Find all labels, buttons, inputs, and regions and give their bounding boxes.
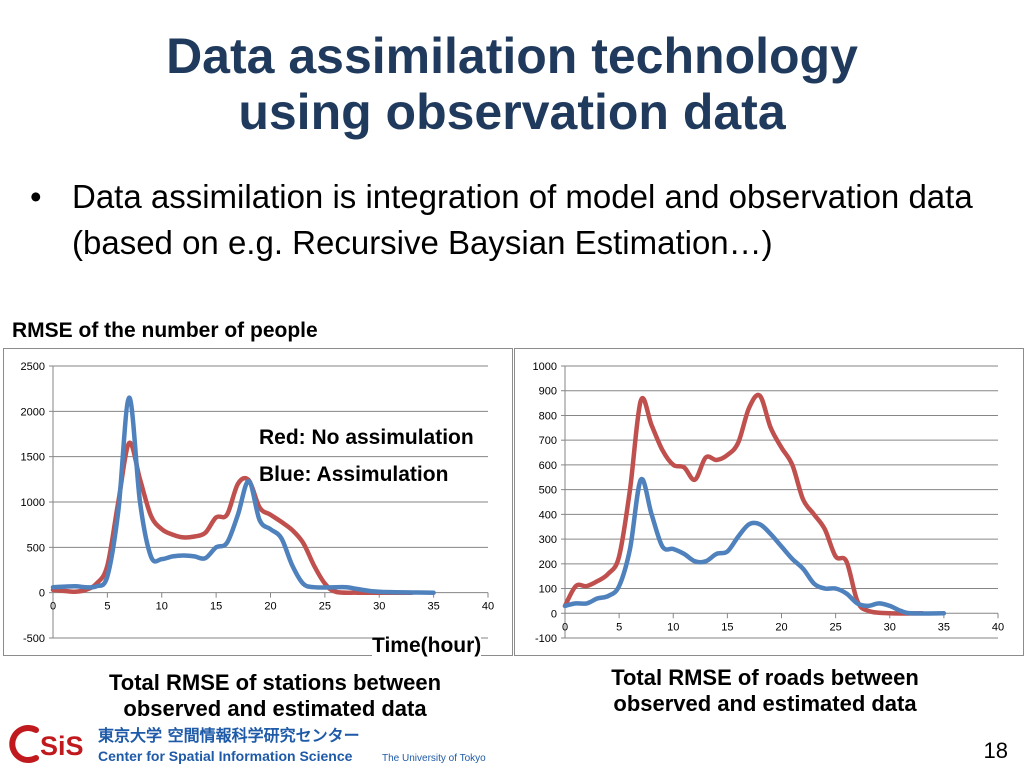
x-tick-label: 10 [156,601,168,613]
chart-stations-plot: -500 0 500 1000 1500 2000 2500 0 5 10 15 20 25 30 35 40 [21,361,495,645]
x-tick-label: 40 [482,601,494,613]
y-tick-label: 600 [539,460,557,472]
y-tick-label: 100 [539,584,557,596]
y-tick-label: 300 [539,534,557,546]
x-tick-label: 0 [50,601,56,613]
x-tick-label: 40 [992,621,1004,633]
caption-roads: Total RMSE of roads between observed and… [560,665,970,717]
series-line-assimulation [562,476,947,616]
x-tick-label: 30 [884,621,896,633]
rmse-label: RMSE of the number of people [12,319,318,342]
caption-roads-line-2: observed and estimated data [613,691,917,716]
csis-logo-letters: SiS [40,731,84,761]
x-tick-label: 5 [104,601,110,613]
csis-logo-c-shape [9,725,39,763]
x-tick-label: 30 [373,601,385,613]
logo-en-text: Center for Spatial Information Science [98,748,353,764]
legend-blue: Blue: Assimulation [259,463,449,487]
x-tick-label: 25 [319,601,331,613]
y-tick-label: 0 [551,608,557,620]
x-tick-label: 5 [616,621,622,633]
slide-title: Data assimilation technology using obser… [0,28,1024,140]
time-axis-label: Time(hour) [372,634,482,658]
y-tick-label: 500 [27,542,45,554]
y-tick-label: 900 [539,386,557,398]
logo-jp-text: 東京大学 空間情報科学研究センター [98,726,360,745]
series-line-no-assimulation [50,440,415,595]
y-tick-label: 800 [539,410,557,422]
y-tick-label: 1500 [21,452,45,464]
chart-roads-plot: -100 0 100 200 300 400 500 600 700 800 900 1000 0 5 10… [533,361,1005,645]
chart-roads: -100 0 100 200 300 400 500 600 700 800 900 1000 0 5 10… [514,348,1024,656]
legend-red: Red: No assimulation [259,426,474,450]
y-tick-label: 1000 [21,497,45,509]
logo-en-small-text: The University of Tokyo [382,753,486,764]
caption-roads-line-1: Total RMSE of roads between [611,665,919,690]
x-tick-label: 20 [775,621,787,633]
bullet-dot: • [30,178,42,215]
chart-stations: -500 0 500 1000 1500 2000 2500 0 5 10 15 20 25 30 35 40 [3,348,513,656]
x-tick-label: 20 [264,601,276,613]
page-number: 18 [983,738,1008,763]
caption-stations: Total RMSE of stations between observed … [70,670,480,722]
y-tick-label: 200 [539,559,557,571]
bullet-text: Data assimilation is integration of mode… [72,178,973,261]
title-line-2: using observation data [238,84,786,140]
series-line-assimulation [50,395,436,595]
y-tick-label: 1000 [533,361,557,373]
caption-stations-line-1: Total RMSE of stations between [108,670,442,695]
y-tick-label: 0 [39,588,45,600]
x-tick-label: 35 [938,621,950,633]
y-tick-label: -100 [535,633,557,645]
x-tick-label: 15 [721,621,733,633]
y-tick-label: 400 [539,509,557,521]
series-line-no-assimulation [562,392,925,616]
x-tick-label: 10 [667,621,679,633]
x-tick-label: 35 [428,601,440,613]
caption-stations-line-2: observed and estimated data [123,696,427,721]
y-tick-label: 500 [539,485,557,497]
title-line-1: Data assimilation technology [166,28,858,84]
y-tick-label: 2500 [21,361,45,373]
y-tick-label: 2000 [21,406,45,418]
x-tick-label: 15 [210,601,222,613]
csis-logo: SiS 東京大学 空間情報科学研究センター Center for Spatial… [9,725,486,764]
y-tick-label: -500 [23,633,45,645]
x-tick-label: 25 [830,621,842,633]
bullet-point: • Data assimilation is integration of mo… [30,174,1010,266]
x-tick-label: 0 [562,621,568,633]
y-tick-label: 700 [539,435,557,447]
